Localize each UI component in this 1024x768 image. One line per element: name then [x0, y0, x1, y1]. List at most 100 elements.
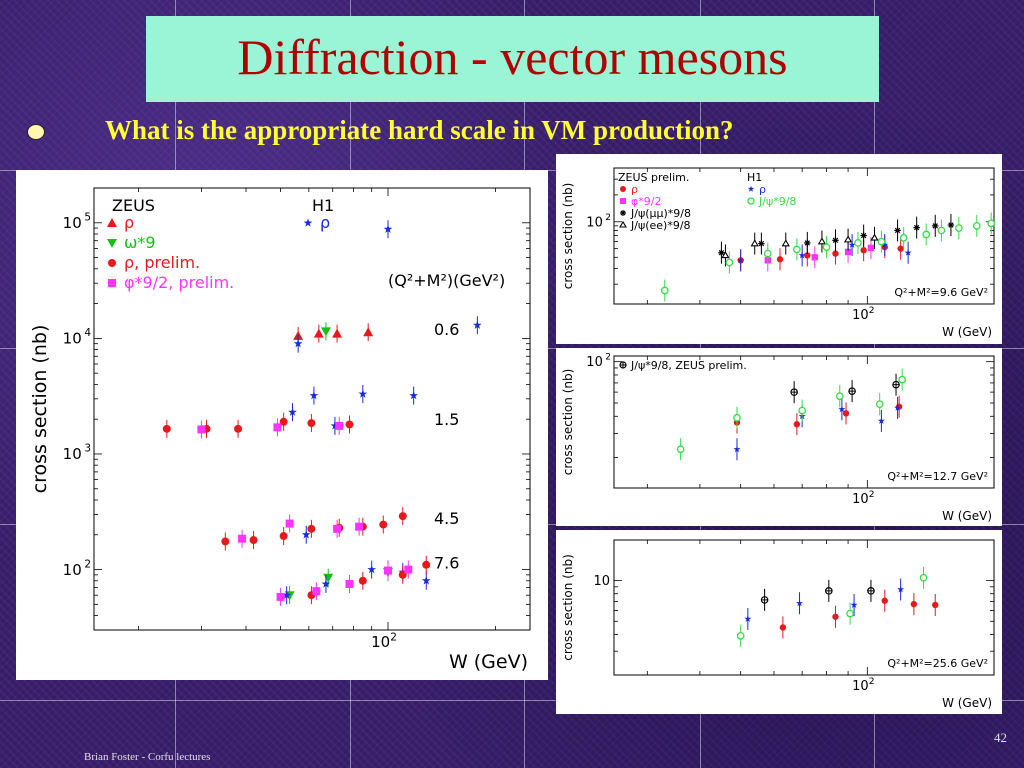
legend-marker: [620, 198, 626, 204]
data-point: [345, 420, 354, 429]
data-point: [398, 512, 407, 521]
data-point: [301, 530, 311, 539]
data-point: [913, 224, 920, 231]
data-point: [825, 587, 833, 595]
series-j-9-8: [736, 566, 928, 647]
data-point: [332, 328, 343, 338]
q2-label: 0.6: [434, 320, 459, 339]
data-point: [763, 249, 772, 258]
series-zeus-9: [284, 322, 394, 605]
data-point: [473, 320, 482, 329]
data-point: [842, 410, 850, 417]
data-point: [881, 597, 888, 604]
data-point: [919, 573, 928, 582]
data-point: [987, 219, 996, 228]
data-point: [932, 222, 939, 230]
data-point: [312, 587, 321, 596]
data-point: [345, 580, 354, 589]
q2-label: 1.5: [434, 410, 459, 429]
data-point: [832, 250, 839, 257]
data-point: [279, 417, 288, 426]
data-point: [860, 232, 867, 239]
data-point: [875, 400, 884, 409]
data-point: [867, 244, 875, 252]
data-point: [947, 221, 955, 229]
plot-frame: [613, 167, 995, 305]
axis-ticks: [614, 167, 995, 304]
data-point: [897, 245, 904, 252]
slide-divider: [0, 700, 1024, 701]
legend-marker: [747, 197, 755, 205]
legend-marker: [107, 239, 117, 248]
data-point: [881, 241, 889, 248]
legend-marker: [108, 259, 116, 267]
data-point: [384, 566, 393, 575]
data-point: [894, 404, 902, 411]
legend-marker: [619, 220, 627, 228]
data-point: [972, 222, 981, 230]
data-point: [832, 613, 839, 620]
data-point: [796, 599, 803, 607]
x-tick-label: 102: [852, 490, 874, 507]
data-point: [867, 587, 875, 595]
data-point: [932, 601, 939, 609]
data-point: [894, 227, 901, 234]
data-point: [877, 417, 885, 424]
panel-label: Q²+M²=12.7 GeV²: [887, 470, 988, 483]
data-point: [404, 565, 413, 574]
legend-title-h1: H1: [312, 196, 334, 215]
legend-marker-arm: [620, 210, 626, 216]
legend-label: ZEUS prelim.: [618, 171, 689, 184]
data-point: [330, 421, 340, 430]
data-point: [733, 413, 741, 422]
data-point: [162, 424, 171, 433]
series-zeus-prelim: [162, 412, 431, 605]
legend-label: ρ: [759, 183, 766, 196]
chart-panel-q2-12p7: 102 10 2 W (GeV) cross section (nb) Q²+M²=12.…: [556, 348, 1002, 526]
data-point: [234, 424, 243, 433]
data-point: [276, 592, 285, 601]
y-axis-label: cross section (nb): [561, 183, 575, 290]
data-point: [660, 286, 669, 295]
data-point: [238, 534, 247, 543]
data-point: [750, 239, 759, 247]
y-tick-label: 10: [63, 561, 82, 579]
series-h1: [737, 233, 912, 272]
data-point: [279, 532, 288, 541]
data-point: [313, 328, 324, 338]
data-point: [422, 560, 431, 569]
series-: [779, 589, 939, 639]
axis-ticks: [614, 356, 995, 488]
data-point: [898, 375, 907, 384]
data-point: [793, 421, 801, 428]
axis-ticks: [614, 539, 995, 676]
data-point: [904, 249, 912, 256]
y-tick-label: 10: [586, 355, 603, 370]
legend-label: J/ψ*9/8: [758, 195, 796, 208]
x-tick-label: 102: [852, 677, 874, 694]
cross-section-chart-q2-25p6: 102 10 W (GeV) cross section (nb) Q²+M²=25.6…: [561, 539, 995, 710]
y-axis-label: cross section (nb): [29, 325, 51, 494]
plot-frame: [613, 539, 995, 676]
legend-label: ρ, prelim.: [124, 253, 200, 272]
data-point: [355, 522, 364, 531]
data-point: [721, 251, 730, 259]
legend-marker: [747, 185, 755, 192]
series-j-9-8: [718, 214, 955, 264]
main-chart-panel: 102 10 2 10 3 10 4 10 5 W (GeV) cross section (nb)…: [16, 170, 548, 680]
x-tick-exponent: 2: [869, 490, 875, 500]
data-point: [781, 239, 790, 247]
legend-label: ρ: [631, 183, 638, 196]
data-point: [320, 327, 331, 337]
y-tick-label: 10: [63, 445, 82, 463]
data-point: [367, 565, 376, 574]
data-point: [897, 585, 905, 593]
axis-ticks: [94, 187, 530, 631]
legend-label: J/ψ*9/8, ZEUS prelim.: [630, 359, 747, 372]
legend-marker: [303, 218, 313, 227]
data-point: [910, 600, 918, 608]
legend-marker: [620, 186, 626, 192]
series-j-9-8-zeus-prelim: [760, 579, 875, 611]
